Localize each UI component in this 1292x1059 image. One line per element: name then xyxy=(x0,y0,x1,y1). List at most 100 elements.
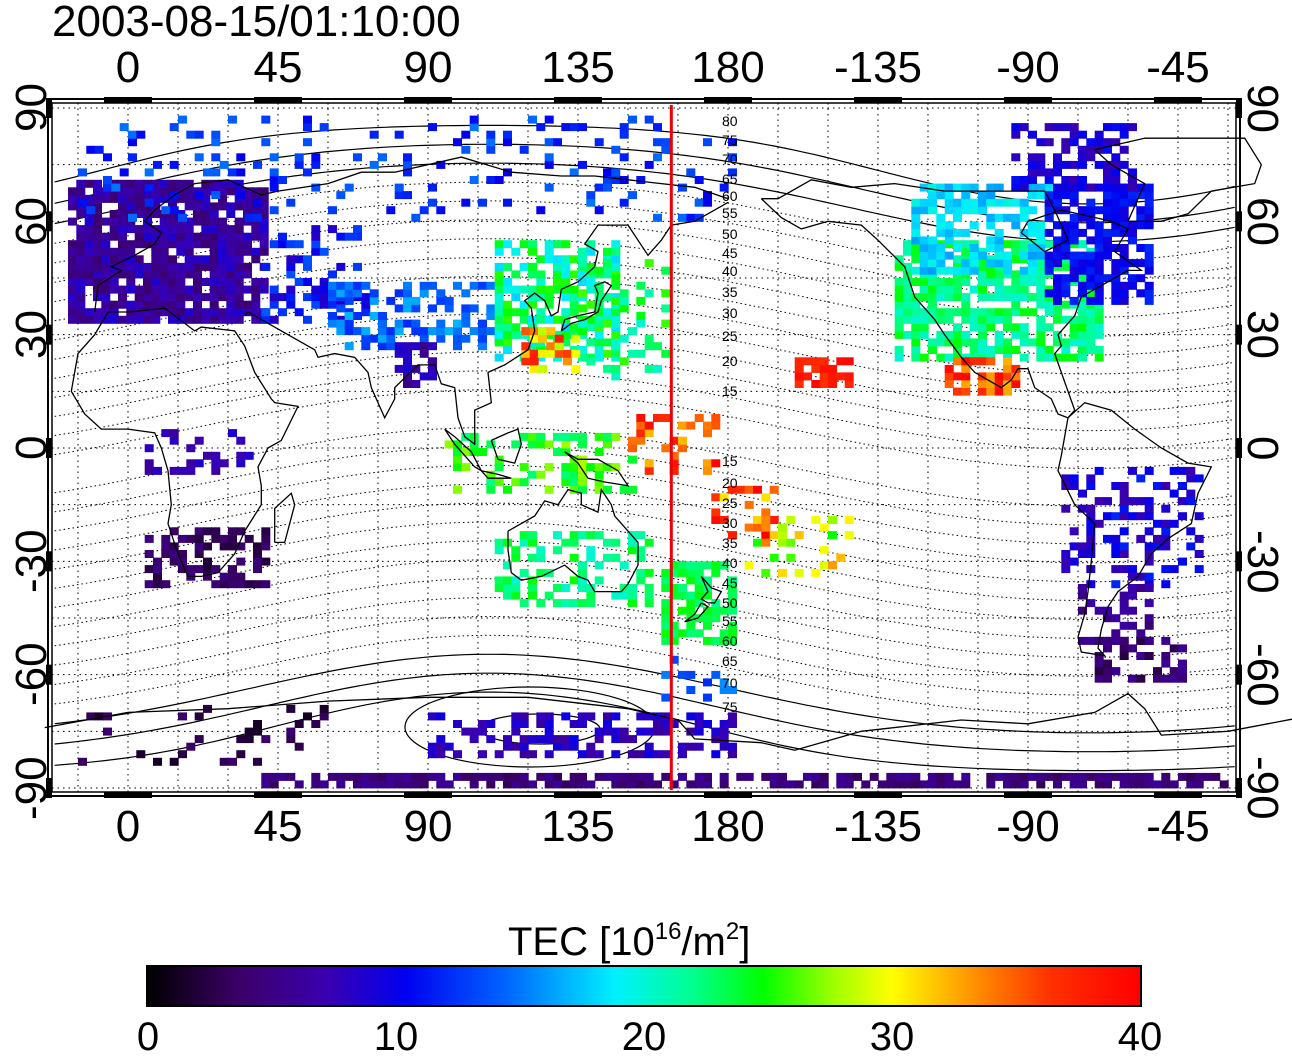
tec-cell xyxy=(986,346,996,354)
tec-cell xyxy=(1111,534,1121,543)
tec-cell xyxy=(686,727,696,736)
tec-cell xyxy=(1069,160,1079,169)
tick-left-label: 60 xyxy=(7,196,56,246)
tec-cell xyxy=(1119,213,1129,222)
tec-cell xyxy=(259,202,269,211)
tec-cell xyxy=(519,531,529,540)
tec-cell xyxy=(919,236,929,245)
tec-cell xyxy=(1103,780,1112,789)
tec-cell xyxy=(661,750,671,759)
tec-cell xyxy=(661,304,671,313)
tec-cell xyxy=(728,591,737,600)
tec-cell xyxy=(1086,519,1096,528)
tec-cell xyxy=(611,712,621,721)
tec-cell xyxy=(1003,293,1012,302)
tec-cell xyxy=(594,478,604,487)
tec-cell xyxy=(311,247,321,256)
tec-cell xyxy=(1111,138,1121,147)
tec-cell xyxy=(1111,565,1121,574)
tec-cell xyxy=(109,210,119,218)
tec-cell xyxy=(1203,772,1212,781)
tec-cell xyxy=(1086,308,1096,317)
tec-cell xyxy=(778,568,787,577)
tec-cell xyxy=(1136,474,1146,483)
tec-cell xyxy=(728,686,737,694)
tec-cell xyxy=(661,584,671,592)
tec-cell xyxy=(1161,772,1171,781)
tec-cell xyxy=(161,542,171,551)
tec-cell xyxy=(544,772,554,781)
tec-cell xyxy=(1003,308,1012,317)
tec-cell xyxy=(544,440,554,449)
tec-cell xyxy=(169,466,179,475)
tec-cell xyxy=(134,232,144,241)
tec-cell xyxy=(1161,527,1171,536)
tec-cell xyxy=(911,330,921,339)
tec-cell xyxy=(936,213,946,222)
tec-cell xyxy=(686,686,696,694)
tec-cell xyxy=(1119,482,1129,490)
tec-cell xyxy=(76,315,86,324)
tec-cell xyxy=(636,780,646,789)
tec-cell xyxy=(201,217,211,226)
tec-cell xyxy=(76,262,86,271)
tec-cell xyxy=(1061,346,1071,354)
tec-cell xyxy=(1044,176,1054,184)
tec-cell xyxy=(1053,153,1062,162)
tec-cell xyxy=(86,145,96,154)
tec-cell xyxy=(703,772,712,781)
tec-cell xyxy=(86,712,96,721)
tec-cell xyxy=(836,553,846,562)
tec-cell xyxy=(578,561,587,570)
tec-cell xyxy=(994,228,1004,237)
tec-cell xyxy=(1086,251,1096,260)
tec-cell xyxy=(478,334,487,343)
tec-cell xyxy=(561,470,571,479)
tec-cell xyxy=(569,735,579,744)
tec-cell xyxy=(1103,138,1112,147)
tec-cell xyxy=(636,429,646,438)
tec-cell xyxy=(1111,614,1121,623)
tec-cell xyxy=(1128,674,1137,683)
tec-cell xyxy=(961,183,971,192)
tec-cell xyxy=(178,213,187,222)
tec-cell xyxy=(1094,308,1104,317)
tec-cell xyxy=(661,720,671,728)
tec-cell xyxy=(694,176,704,184)
tec-cell xyxy=(286,255,296,264)
tec-cell xyxy=(919,330,929,339)
tec-cell xyxy=(93,240,102,249)
tec-cell xyxy=(1219,780,1229,789)
tec-cell xyxy=(68,247,77,256)
tec-cell xyxy=(894,323,904,332)
tec-cell xyxy=(969,357,979,366)
tec-cell xyxy=(494,247,504,256)
tec-cell xyxy=(143,262,152,271)
tec-cell xyxy=(1136,274,1146,283)
tick-left-label: -30 xyxy=(7,529,56,594)
tec-cell xyxy=(578,319,587,328)
tec-cell xyxy=(1119,244,1129,252)
tec-cell xyxy=(961,364,971,373)
tec-cell xyxy=(236,153,246,162)
tec-cell xyxy=(586,553,596,562)
tec-cell xyxy=(176,240,186,249)
tec-cell xyxy=(1128,572,1137,581)
tec-cell xyxy=(894,278,904,286)
tec-cell xyxy=(176,247,186,256)
tec-cell xyxy=(1178,674,1187,683)
tick-top-label: -45 xyxy=(1146,43,1210,92)
tec-cell xyxy=(1136,534,1146,543)
tec-cell xyxy=(153,160,162,169)
tec-cell xyxy=(503,323,512,332)
tec-cell xyxy=(903,240,912,249)
tec-cell xyxy=(961,372,971,381)
tec-cell xyxy=(611,735,621,744)
tec-cell xyxy=(669,436,679,445)
tec-cell xyxy=(744,772,754,781)
tec-cell xyxy=(594,470,604,479)
tec-cell xyxy=(594,735,604,744)
tec-cell xyxy=(661,414,671,422)
tec-cell xyxy=(336,327,346,336)
tec-cell xyxy=(828,531,837,540)
